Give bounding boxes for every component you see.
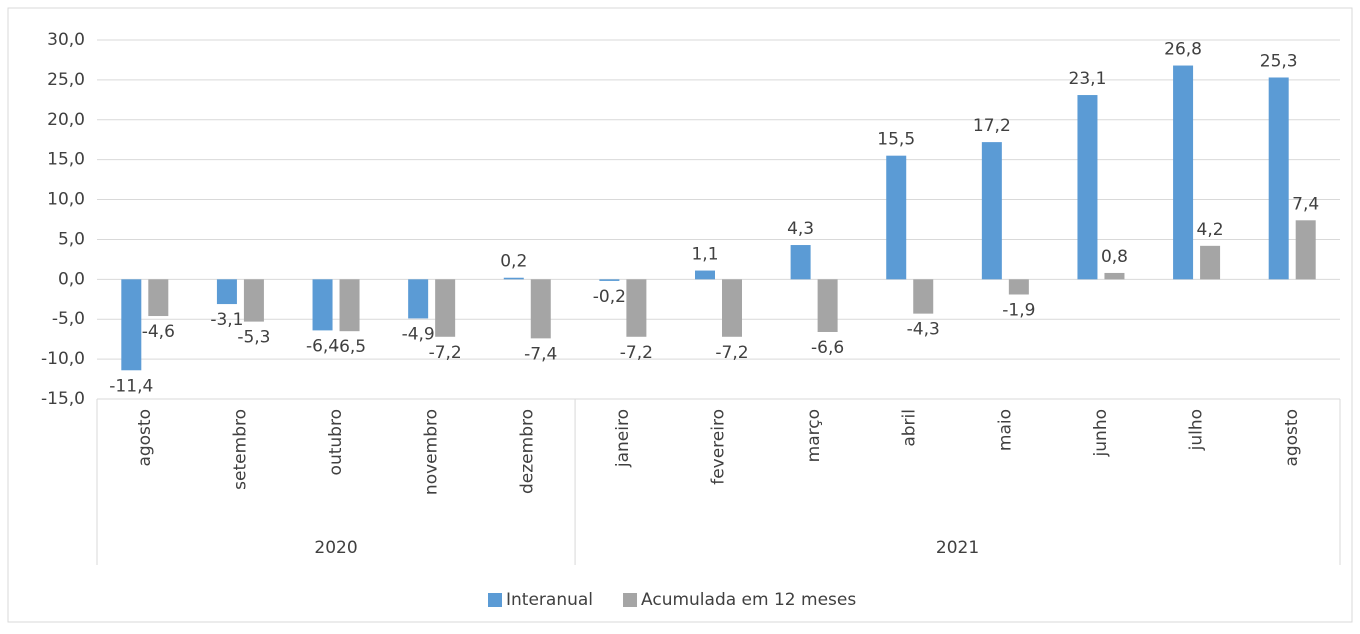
data-label: 15,5: [877, 130, 915, 150]
data-label: 23,1: [1069, 69, 1107, 89]
x-tick-label: fevereiro: [709, 409, 729, 485]
data-label: -6,6: [811, 338, 844, 358]
bar: [886, 155, 907, 280]
data-label: -4,3: [907, 320, 940, 340]
x-tick-label: junho: [1091, 409, 1111, 457]
x-tick-label: julho: [1187, 409, 1207, 451]
bar: [435, 279, 456, 337]
x-tick-label: março: [804, 409, 824, 462]
bar: [408, 279, 429, 319]
bar: [121, 279, 142, 371]
legend-swatch: [623, 593, 638, 607]
bar: [790, 245, 811, 280]
legend-label: Acumulada em 12 meses: [641, 590, 856, 610]
bar: [1295, 220, 1316, 280]
x-tick-label: novembro: [422, 409, 442, 495]
bar: [1173, 65, 1194, 280]
data-label: -7,2: [715, 343, 748, 363]
x-tick-label: setembro: [230, 409, 250, 490]
bar: [1200, 245, 1221, 280]
x-tick-label: janeiro: [613, 409, 633, 468]
y-tick-label: -5,0: [52, 309, 85, 329]
data-label: 17,2: [973, 116, 1011, 136]
data-label: -1,9: [1002, 300, 1035, 320]
data-label: -6,5: [333, 337, 366, 357]
x-tick-label: outubro: [326, 409, 346, 475]
y-tick-label: 25,0: [47, 70, 85, 90]
bar: [1104, 272, 1125, 280]
data-label: -4,9: [402, 324, 435, 344]
data-label: 0,2: [500, 252, 527, 272]
y-tick-label: 5,0: [58, 229, 85, 249]
bar: [981, 142, 1002, 280]
chart-border: [7, 7, 1353, 623]
bar: [722, 279, 742, 337]
y-tick-label: 20,0: [47, 110, 85, 130]
data-label: -6,4: [306, 336, 339, 356]
data-label: -7,2: [620, 343, 653, 363]
y-tick-label: 15,0: [47, 150, 85, 170]
x-tick-label: agosto: [1282, 409, 1302, 467]
bar: [503, 277, 524, 280]
bar: [216, 279, 237, 305]
data-label: 26,8: [1164, 40, 1202, 60]
data-label: -5,3: [237, 328, 270, 348]
legend-label: Interanual: [506, 590, 593, 610]
group-label: 2021: [936, 538, 979, 558]
x-tick-label: maio: [995, 409, 1015, 451]
legend-swatch: [488, 593, 502, 607]
data-label: -4,6: [142, 322, 175, 342]
bar: [695, 270, 715, 280]
data-label: -3,1: [210, 310, 243, 330]
data-label: 4,2: [1197, 220, 1224, 240]
data-label: 4,3: [787, 219, 814, 239]
y-tick-label: -10,0: [41, 349, 85, 369]
bar: [530, 279, 551, 339]
bar: [339, 279, 360, 332]
data-label: 7,4: [1292, 194, 1319, 214]
group-label: 2020: [314, 538, 357, 558]
y-tick-label: 10,0: [47, 190, 85, 210]
data-label: 0,8: [1101, 247, 1128, 267]
data-label: -0,2: [593, 287, 626, 307]
bar: [1008, 279, 1029, 295]
data-label: -7,2: [429, 343, 462, 363]
bar: [1077, 95, 1098, 280]
x-tick-label: dezembro: [517, 409, 537, 494]
data-label: -11,4: [109, 376, 153, 396]
x-tick-label: agosto: [135, 409, 155, 467]
bar: [599, 279, 620, 281]
bar: [312, 279, 333, 331]
bar: [913, 279, 934, 314]
x-tick-label: abril: [900, 409, 920, 447]
bar: [148, 279, 169, 317]
y-tick-label: 30,0: [47, 30, 85, 50]
bar: [626, 279, 647, 337]
bar: [817, 279, 838, 332]
bar: [243, 279, 264, 322]
y-tick-label: -15,0: [41, 389, 85, 409]
data-label: -7,4: [524, 344, 557, 364]
y-tick-label: 0,0: [58, 269, 85, 289]
bar: [1268, 77, 1289, 280]
data-label: 1,1: [691, 245, 718, 265]
data-label: 25,3: [1260, 51, 1298, 71]
